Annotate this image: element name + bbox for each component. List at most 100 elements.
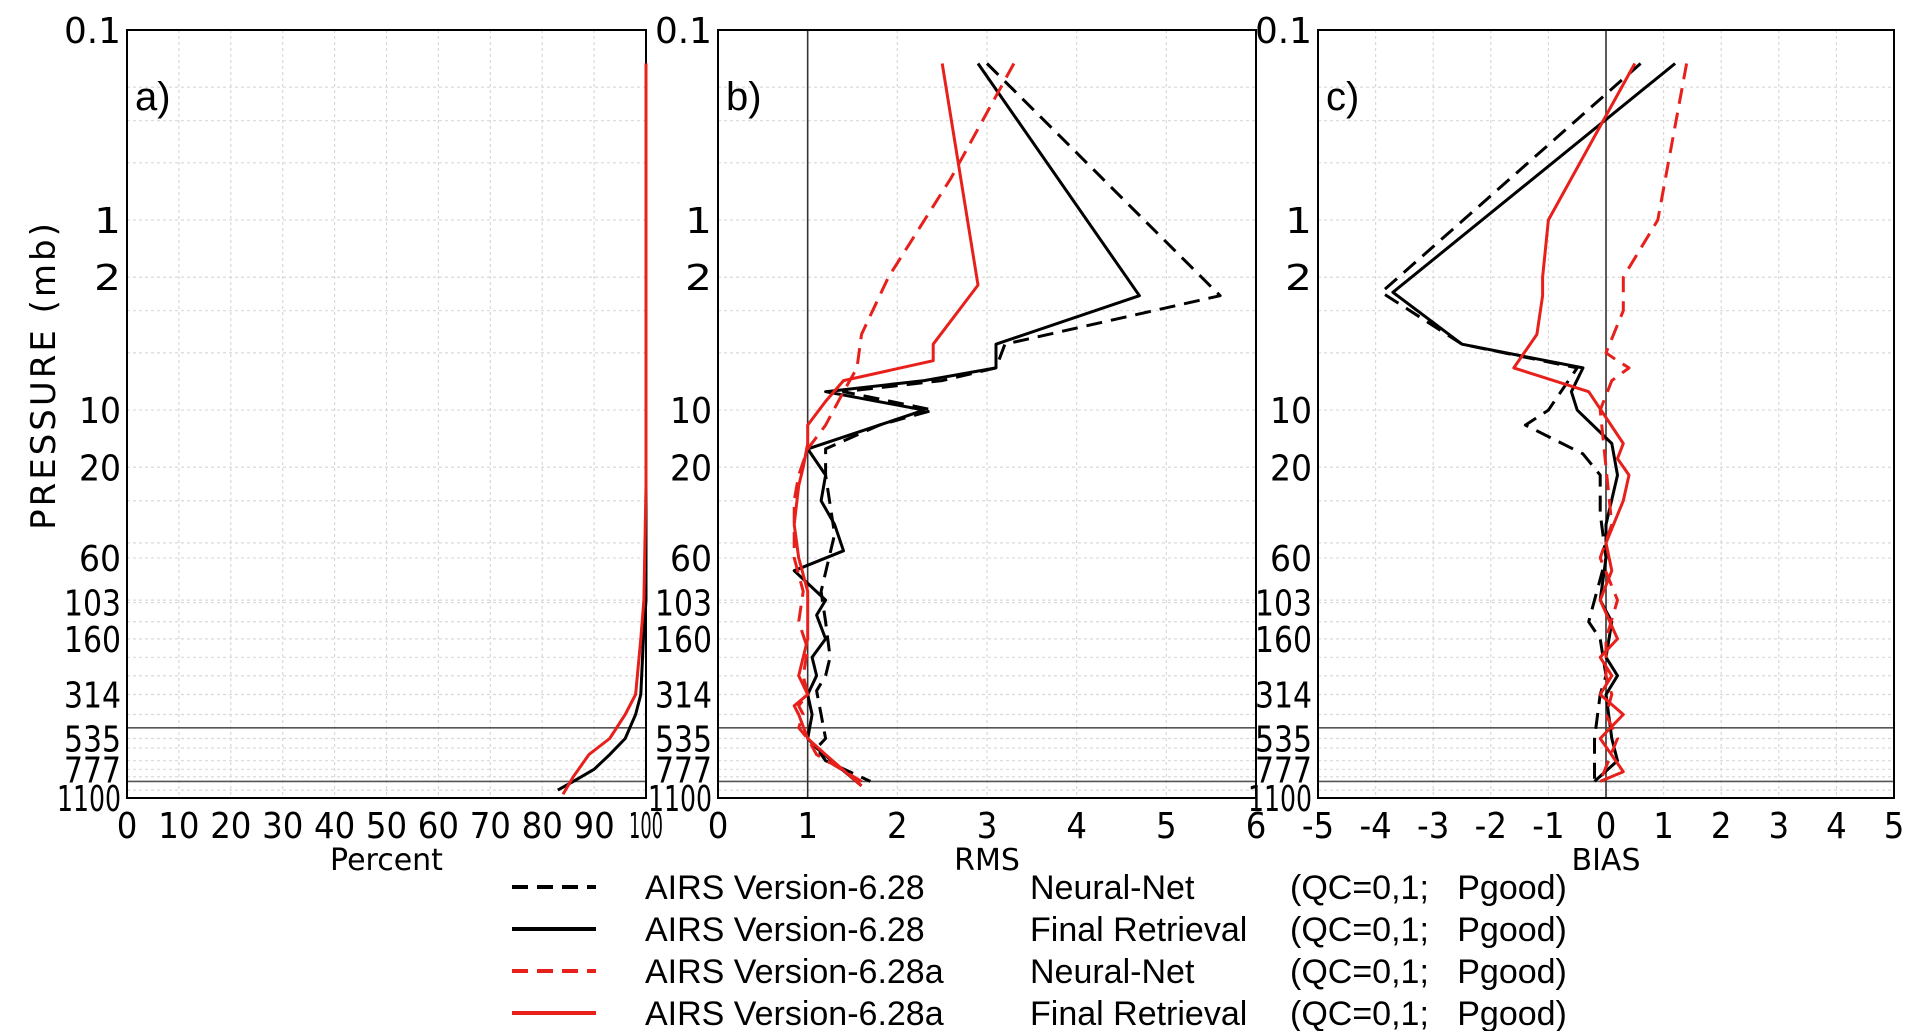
- x-tick-label: 50: [366, 806, 407, 847]
- panel-label: b): [726, 75, 762, 119]
- x-tick-label: -5: [1302, 806, 1334, 847]
- legend-version: AIRS Version-6.28a: [645, 953, 944, 991]
- series-line-3: [1598, 63, 1689, 782]
- x-tick-label: -4: [1359, 806, 1391, 847]
- x-tick-label: 0: [117, 806, 138, 847]
- y-tick-label: 1100: [1248, 779, 1312, 820]
- y-tick-label: 103: [64, 584, 121, 625]
- y-tick-label: 103: [655, 584, 712, 625]
- y-tick-label: 777: [64, 750, 121, 791]
- x-tick-label: 90: [573, 806, 614, 847]
- x-axis-label: BIAS: [1572, 843, 1641, 878]
- x-tick-label: -3: [1417, 806, 1449, 847]
- y-tick-label: 160: [655, 620, 712, 661]
- plot-frame: [717, 29, 1257, 799]
- y-tick-label: 0.1: [1255, 11, 1312, 52]
- series-line-2: [561, 63, 648, 795]
- x-axis-label: Percent: [330, 843, 443, 878]
- legend-qc: (QC=0,1; Pgood): [1290, 995, 1567, 1031]
- plot-frame: [1317, 29, 1895, 799]
- y-axis-label: PRESSURE (mb): [24, 220, 64, 530]
- legend: AIRS Version-6.28 Neural-Net (QC=0,1; Pgoo…: [512, 869, 1567, 1031]
- y-tick-label: 2: [94, 258, 121, 299]
- legend-item-3: AIRS Version-6.28a Neural-Net (QC=0,1; Pgo…: [512, 953, 1567, 991]
- x-tick-label: 20: [210, 806, 251, 847]
- y-tick-label: 2: [1285, 258, 1312, 299]
- y-tick-label: 777: [1255, 750, 1312, 791]
- x-tick-label: 10: [158, 806, 199, 847]
- legend-item-1: AIRS Version-6.28 Neural-Net (QC=0,1; Pgoo…: [512, 869, 1567, 907]
- y-tick-label: 314: [1255, 676, 1312, 717]
- y-tick-label: 535: [655, 720, 712, 761]
- legend-item-2: AIRS Version-6.28 Final Retrieval (QC=0,1;…: [512, 911, 1567, 949]
- y-tick-label: 10: [670, 391, 712, 432]
- y-tick-label: 160: [64, 620, 121, 661]
- x-tick-label: 6: [1246, 806, 1267, 847]
- series-line-1: [557, 485, 648, 792]
- y-tick-label: 1: [94, 201, 121, 242]
- series-line-4: [792, 63, 980, 788]
- x-tick-label: 5: [1156, 806, 1177, 847]
- x-tick-label: 70: [470, 806, 511, 847]
- legend-qc: (QC=0,1; Pgood): [1290, 953, 1567, 991]
- x-tick-label: 80: [522, 806, 563, 847]
- y-tick-label: 20: [79, 448, 121, 489]
- legend-method: Final Retrieval: [1030, 995, 1247, 1031]
- y-tick-label: 1: [1285, 201, 1312, 242]
- y-tick-label: 2: [685, 258, 712, 299]
- y-tick-label: 777: [655, 750, 712, 791]
- legend-qc: (QC=0,1; Pgood): [1290, 911, 1567, 949]
- x-tick-label: 40: [314, 806, 355, 847]
- x-tick-label: 60: [418, 806, 459, 847]
- x-axis-label: RMS: [954, 843, 1020, 878]
- x-tick-label: 5: [1884, 806, 1905, 847]
- series-line-2: [1391, 62, 1677, 783]
- y-tick-label: 0.1: [655, 11, 712, 52]
- x-tick-label: 3: [1768, 806, 1789, 847]
- x-tick-label: 4: [1066, 806, 1087, 847]
- legend-method: Final Retrieval: [1030, 911, 1247, 949]
- series-line-1: [1379, 62, 1642, 782]
- series-line-4: [1512, 62, 1637, 783]
- legend-version: AIRS Version-6.28: [645, 911, 925, 949]
- x-tick-label: -2: [1475, 806, 1507, 847]
- panel-label: a): [135, 75, 171, 119]
- x-tick-label: 1: [1653, 806, 1674, 847]
- legend-qc: (QC=0,1; Pgood): [1290, 869, 1567, 907]
- legend-version: AIRS Version-6.28a: [645, 995, 944, 1031]
- y-tick-label: 20: [1270, 448, 1312, 489]
- y-tick-label: 314: [64, 676, 121, 717]
- x-tick-label: 0: [708, 806, 729, 847]
- x-tick-label: 30: [262, 806, 303, 847]
- legend-version: AIRS Version-6.28: [645, 869, 925, 907]
- y-tick-label: 1100: [57, 779, 121, 820]
- series-line-2: [792, 62, 1141, 788]
- y-tick-label: 10: [79, 391, 121, 432]
- x-tick-label: 100: [629, 806, 663, 847]
- y-tick-label: 535: [64, 720, 121, 761]
- legend-method: Neural-Net: [1030, 869, 1195, 907]
- y-tick-label: 160: [1255, 620, 1312, 661]
- x-tick-label: 3: [977, 806, 998, 847]
- y-tick-label: 0.1: [64, 11, 121, 52]
- y-tick-label: 60: [1270, 539, 1312, 580]
- y-tick-label: 314: [655, 676, 712, 717]
- legend-item-4: AIRS Version-6.28a Final Retrieval (QC=0,1…: [512, 995, 1567, 1031]
- series-line-3: [792, 62, 1016, 783]
- x-tick-label: 0: [1596, 806, 1617, 847]
- x-tick-label: 2: [887, 806, 908, 847]
- panel-label: c): [1326, 75, 1359, 119]
- legend-method: Neural-Net: [1030, 953, 1195, 991]
- y-tick-label: 10: [1270, 391, 1312, 432]
- y-tick-label: 1: [685, 201, 712, 242]
- y-tick-label: 535: [1255, 720, 1312, 761]
- series-line-1: [815, 62, 1222, 783]
- x-tick-label: 1: [797, 806, 818, 847]
- y-tick-label: 1100: [648, 779, 712, 820]
- x-tick-label: 4: [1826, 806, 1847, 847]
- x-tick-label: 2: [1711, 806, 1732, 847]
